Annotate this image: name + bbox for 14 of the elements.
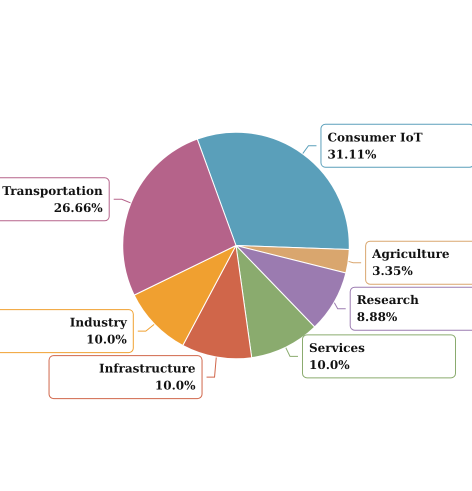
data-label: 26.66%: [54, 200, 104, 215]
data-label: 3.35%: [372, 264, 414, 278]
data-label: 10.0%: [86, 332, 128, 347]
slice-label: Agriculture: [371, 247, 450, 262]
slice-label: Industry: [70, 316, 128, 330]
slice-label: Transportation: [2, 184, 103, 198]
data-label: 31.11%: [327, 147, 378, 162]
slice-label: Services: [308, 340, 366, 355]
data-label: 10.0%: [308, 358, 350, 372]
slice-label: Research: [356, 293, 420, 308]
data-label: 10.0%: [154, 378, 196, 393]
slice-label: Infrastructure: [99, 362, 196, 376]
slice-label: Consumer IoT: [327, 130, 423, 144]
data-label: 8.88%: [356, 310, 398, 324]
